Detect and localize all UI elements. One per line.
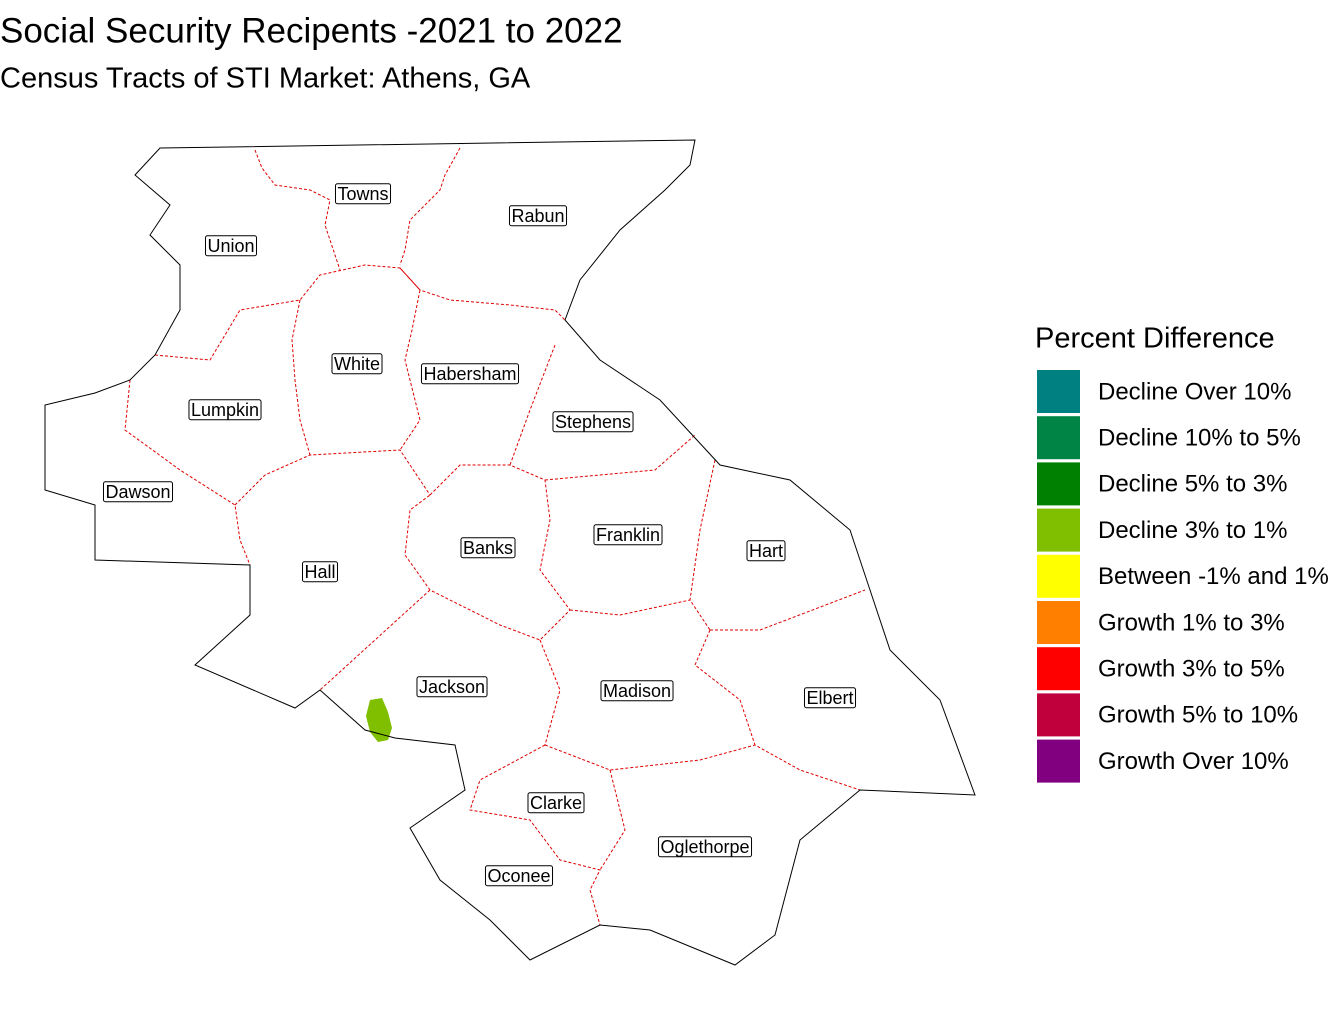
- label-box: [552, 411, 634, 433]
- county-label: White: [331, 353, 383, 375]
- title: Social Security Recipents -2021 to 2022: [0, 11, 623, 50]
- county-boundaries: [124, 147, 866, 926]
- region-outline: [44, 139, 976, 966]
- county-label: Banks: [460, 537, 516, 559]
- county-name: Franklin: [596, 525, 660, 545]
- label-box: [600, 680, 674, 702]
- county-label: Oconee: [484, 865, 554, 887]
- county-name: Madison: [603, 681, 671, 701]
- legend-label: Between -1% and 1%: [1098, 563, 1329, 590]
- legend-swatch: [1037, 416, 1080, 460]
- county-name: Habersham: [423, 364, 516, 384]
- legend-label: Decline 3% to 1%: [1098, 517, 1287, 544]
- region-map: Towns Rabun Union White Habersham Lumpkin Step…: [44, 139, 976, 966]
- county-line: [254, 149, 341, 271]
- county-name: Stephens: [555, 412, 631, 432]
- county-line: [399, 267, 421, 451]
- county-line: [291, 299, 311, 456]
- legend-swatch: [1037, 508, 1080, 552]
- label-box: [416, 676, 488, 698]
- county-name: Hart: [749, 541, 783, 561]
- county-label: Elbert: [803, 687, 857, 709]
- county-label: Lumpkin: [188, 399, 262, 421]
- county-label: Habersham: [420, 363, 520, 385]
- label-box: [334, 183, 392, 205]
- county-name: Rabun: [511, 206, 564, 226]
- county-line: [399, 147, 461, 266]
- county-line: [469, 744, 601, 926]
- county-name: Oglethorpe: [660, 837, 749, 857]
- county-line: [710, 589, 866, 631]
- county-name: Dawson: [105, 482, 170, 502]
- legend-swatch: [1037, 601, 1080, 644]
- legend-swatch: [1037, 554, 1080, 598]
- county-name: Hall: [304, 562, 335, 582]
- label-box: [527, 792, 585, 814]
- label-box: [484, 865, 554, 887]
- county-label: Rabun: [508, 205, 568, 227]
- label-box: [102, 481, 174, 503]
- legend-swatch: [1037, 693, 1080, 737]
- county-line: [689, 459, 716, 631]
- tract: [366, 698, 392, 742]
- label-box: [803, 687, 857, 709]
- county-name: Clarke: [530, 793, 582, 813]
- county-line: [599, 769, 626, 871]
- label-box: [593, 524, 663, 546]
- county-label: Hall: [301, 561, 339, 583]
- county-name: Banks: [463, 538, 513, 558]
- legend-label: Decline 5% to 3%: [1098, 471, 1287, 498]
- label-box: [508, 205, 568, 227]
- county-name: Lumpkin: [191, 400, 259, 420]
- county-label: Franklin: [593, 524, 663, 546]
- label-box: [204, 235, 258, 257]
- county-label: Clarke: [527, 792, 585, 814]
- county-label: Madison: [600, 680, 674, 702]
- label-box: [301, 561, 339, 583]
- county-line: [544, 434, 696, 481]
- legend-label: Growth 3% to 5%: [1098, 656, 1285, 683]
- county-name: Towns: [337, 184, 388, 204]
- county-line: [569, 599, 691, 616]
- label-box: [188, 399, 262, 421]
- label-box: [657, 836, 753, 858]
- legend-swatch: [1037, 462, 1080, 506]
- legend-label: Growth 1% to 3%: [1098, 609, 1285, 636]
- label-box: [331, 353, 383, 375]
- county-label: Union: [204, 235, 258, 257]
- county-line: [124, 379, 251, 566]
- county-name: Elbert: [806, 688, 853, 708]
- county-line: [154, 264, 566, 361]
- legend-label: Growth 5% to 10%: [1098, 702, 1298, 729]
- county-label: Towns: [334, 183, 392, 205]
- label-box: [460, 537, 516, 559]
- county-name: White: [334, 354, 380, 374]
- legend-swatch: [1037, 370, 1080, 413]
- subtitle: Census Tracts of STI Market: Athens, GA: [0, 63, 531, 95]
- label-box: [420, 363, 520, 385]
- legend-title: Percent Difference: [1035, 323, 1275, 355]
- county-name: Jackson: [419, 677, 485, 697]
- label-box: [746, 540, 786, 562]
- legend-label: Decline Over 10%: [1098, 378, 1291, 405]
- county-label: Jackson: [416, 676, 488, 698]
- legend-label: Decline 10% to 5%: [1098, 425, 1301, 452]
- county-label: Hart: [746, 540, 786, 562]
- legend-label: Growth Over 10%: [1098, 748, 1289, 775]
- county-name: Oconee: [487, 866, 550, 886]
- county-label: Stephens: [552, 411, 634, 433]
- county-name: Union: [207, 236, 254, 256]
- county-line: [234, 449, 431, 506]
- county-label: Dawson: [102, 481, 174, 503]
- county-line: [694, 629, 756, 746]
- legend-swatch: [1037, 739, 1080, 783]
- county-label: Oglethorpe: [657, 836, 753, 858]
- county-line: [539, 639, 561, 746]
- legend-swatch: [1037, 647, 1080, 691]
